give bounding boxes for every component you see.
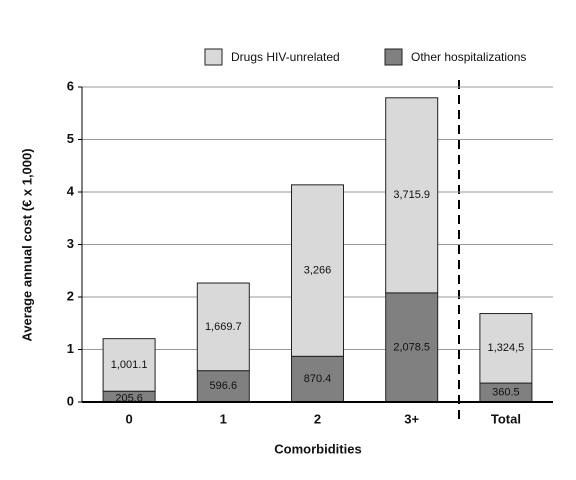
y-tick-label: 2 [67,288,74,303]
legend-label: Other hospitalizations [411,50,526,64]
y-tick-label: 4 [67,183,75,198]
value-label: 596.6 [210,380,238,392]
bar-segment [291,355,344,403]
bar-segment [385,292,439,403]
value-label: 2,078.5 [393,341,430,353]
value-label: 3,266 [304,264,332,276]
value-label: 870.4 [304,373,332,385]
x-tick-label: 0 [125,411,132,426]
y-tick-label: 1 [67,341,74,356]
y-tick-label: 3 [67,236,74,251]
x-tick-label: Total [491,411,521,426]
x-axis-label: Comorbidities [274,441,361,456]
bar-segment [196,282,250,372]
value-label: 3,715.9 [393,189,430,201]
x-tick-label: 2 [314,411,321,426]
legend-label: Drugs HIV-unrelated [231,50,340,64]
legend-swatch [204,48,223,66]
legend-swatch [384,48,403,66]
x-tick-label: 3+ [404,411,419,426]
bar-segment [479,313,533,384]
x-tick-label: 1 [220,411,227,426]
y-tick-label: 6 [67,78,74,93]
bar-segment [385,97,439,294]
value-label: 1,669.7 [205,321,242,333]
y-tick-label: 0 [67,393,74,408]
value-label: 1,324,5 [488,342,525,354]
bar-segment [291,184,344,357]
value-label: 1,001.1 [111,359,148,371]
value-label: 360.5 [492,386,520,398]
bar-segment [102,338,156,392]
y-axis-label: Average annual cost (€ x 1,000) [19,148,34,341]
y-tick-label: 5 [67,131,74,146]
